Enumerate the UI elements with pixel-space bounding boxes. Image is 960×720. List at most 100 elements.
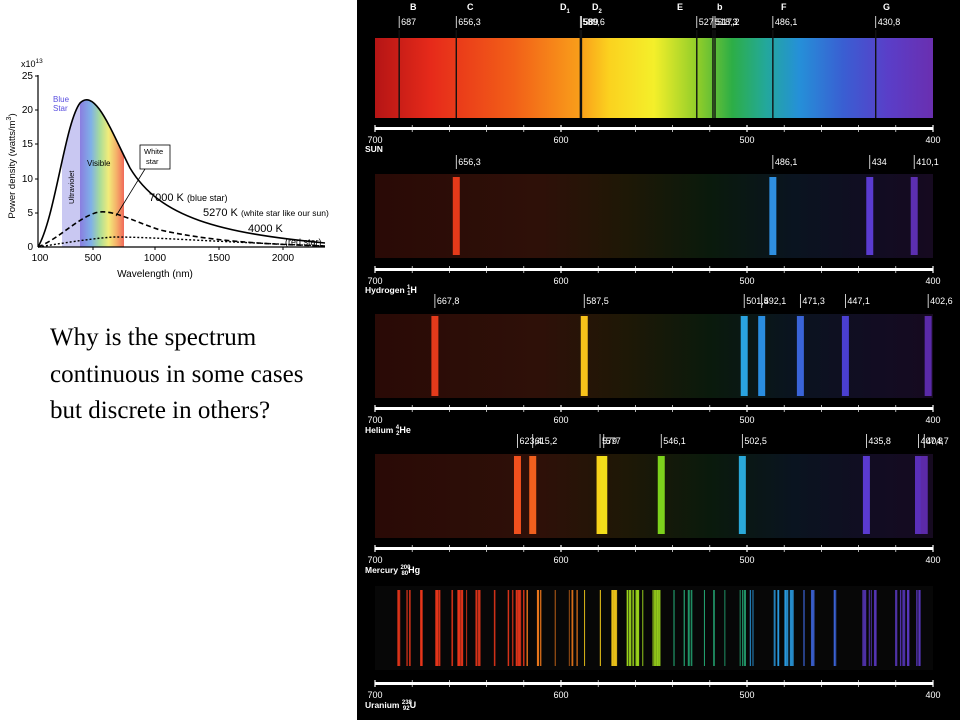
uranium-emission-line: [833, 590, 835, 666]
letter-b: B: [410, 2, 417, 12]
sun-line-label: 527: [699, 17, 714, 27]
helium-line-label: 587,5: [586, 296, 609, 306]
uranium-emission-line: [539, 590, 542, 666]
hydrogen-line-label: 486,1: [775, 157, 798, 167]
helium-emission-line: [924, 316, 932, 396]
uranium-emission-line: [522, 590, 525, 666]
svg-text:Power density (watts/m3): Power density (watts/m3): [6, 113, 18, 218]
uranium-emission-line: [789, 590, 792, 666]
x-axis-title: Wavelength (nm): [117, 269, 193, 280]
uranium-emission-line: [895, 590, 898, 666]
uranium-emission-line: [519, 590, 522, 666]
sun-line-label: 517,2: [717, 17, 740, 27]
x-tick-label: 1000: [144, 253, 167, 264]
uranium-emission-line: [584, 590, 586, 666]
uranium-emission-line: [833, 590, 837, 666]
scale-tick-label: 400: [925, 690, 940, 700]
sun-line-label: 486,1: [775, 17, 798, 27]
uranium-emission-line: [408, 590, 411, 666]
scale-tick-label: 700: [367, 276, 382, 286]
mercury-emission-lines: [513, 456, 928, 534]
visible-region: [80, 99, 124, 247]
uranium-emission-line: [870, 590, 872, 666]
sun-absorption-lines: [398, 30, 877, 118]
scale-tick-label: 500: [739, 415, 754, 425]
mercury-emission-line: [657, 456, 665, 534]
scale-bar: [375, 547, 933, 550]
hydrogen-line-label: 656,3: [458, 157, 481, 167]
uranium-emission-line: [724, 590, 726, 666]
uranium-emission-line: [614, 590, 618, 666]
uranium-emission-line: [438, 590, 440, 666]
scale-bar: [375, 127, 933, 130]
scale-tick-label: 400: [925, 135, 940, 145]
x-tick-label: 500: [85, 253, 102, 264]
uranium-emission-line: [636, 590, 640, 666]
uranium-emission-line: [478, 590, 481, 666]
uranium-emission-line: [749, 590, 752, 666]
blackbody-plot: 25 20 15 10 5 0 100 500 1000 1500 2000 W…: [0, 48, 365, 288]
mercury-name: Mercury 200 80Hg: [365, 565, 420, 577]
uranium-emission-line: [773, 590, 776, 666]
x-tick-label: 2000: [272, 253, 295, 264]
y-tick-label: 5: [27, 208, 33, 219]
uranium-emission-line: [554, 590, 556, 666]
white-star-pointer: [115, 168, 146, 217]
uranium-emission-line: [475, 590, 478, 666]
curve-4000k: [37, 236, 326, 248]
helium-emission-line: [580, 316, 588, 396]
scale-tick-label: 700: [367, 690, 382, 700]
scale-factor: x1013: [21, 58, 43, 69]
scale-tick-label: 700: [367, 135, 382, 145]
white-star-label: White: [144, 147, 163, 156]
sun-line-label: 656,3: [458, 17, 481, 27]
uranium-emission-line: [459, 590, 461, 666]
uranium-emission-line: [461, 590, 464, 666]
mercury-emission-line: [596, 456, 604, 534]
mercury-line-label: 577: [606, 436, 621, 446]
scale-tick-label: 500: [739, 555, 754, 565]
uranium-emission-line: [703, 590, 705, 666]
letter-d1: D1: [560, 2, 571, 15]
sun-spectrum: [375, 38, 933, 118]
uranium-emission-line: [690, 590, 693, 666]
uranium-name: Uranium 238 92U: [365, 700, 416, 712]
letter-b-lower: b: [717, 2, 723, 12]
letter-d2: D2: [592, 2, 603, 15]
y-ticks: 25 20 15 10 5 0: [22, 71, 38, 253]
helium-spectrum: [375, 314, 933, 398]
hydrogen-name: Hydrogen 1 1H: [365, 285, 417, 297]
scale-bar: [375, 407, 933, 410]
uranium-emission-line: [673, 590, 675, 666]
hydrogen-emission-lines: [452, 177, 918, 255]
scale-tick-label: 400: [925, 415, 940, 425]
uranium-emission-line: [687, 590, 690, 666]
y-tick-label: 15: [22, 139, 34, 150]
uranium-emission-line: [406, 590, 408, 666]
helium-line-label: 492,1: [764, 296, 787, 306]
mercury-line-label: 502,5: [744, 436, 767, 446]
scale-tick-label: 600: [553, 690, 568, 700]
y-tick-label: 20: [22, 105, 34, 116]
scale-tick-label: 600: [553, 135, 568, 145]
helium-line-label: 471,3: [802, 296, 825, 306]
uranium-emission-line: [918, 590, 921, 666]
letter-g: G: [883, 2, 890, 12]
uranium-emission-line: [812, 590, 815, 666]
label-4000k: 4000 K: [248, 223, 284, 235]
x-tick-label: 100: [32, 253, 49, 264]
sun-letters: B C D1 D2 E b F G: [410, 2, 890, 15]
scale-tick-label: 500: [739, 135, 754, 145]
helium-line-label: 447,1: [847, 296, 870, 306]
uranium-emission-line: [517, 590, 520, 666]
uranium-emission-line: [777, 590, 780, 666]
mercury-line-label: 579: [602, 436, 617, 446]
blackbody-svg: 25 20 15 10 5 0 100 500 1000 1500 2000 W…: [6, 58, 329, 280]
question-text: Why is the spectrum continuous in some c…: [50, 324, 304, 424]
helium-emission-line: [740, 316, 748, 396]
sun-line-label: 687: [401, 17, 416, 27]
uranium-emission-line: [803, 590, 805, 666]
hydrogen-line-label: 410,1: [916, 157, 939, 167]
